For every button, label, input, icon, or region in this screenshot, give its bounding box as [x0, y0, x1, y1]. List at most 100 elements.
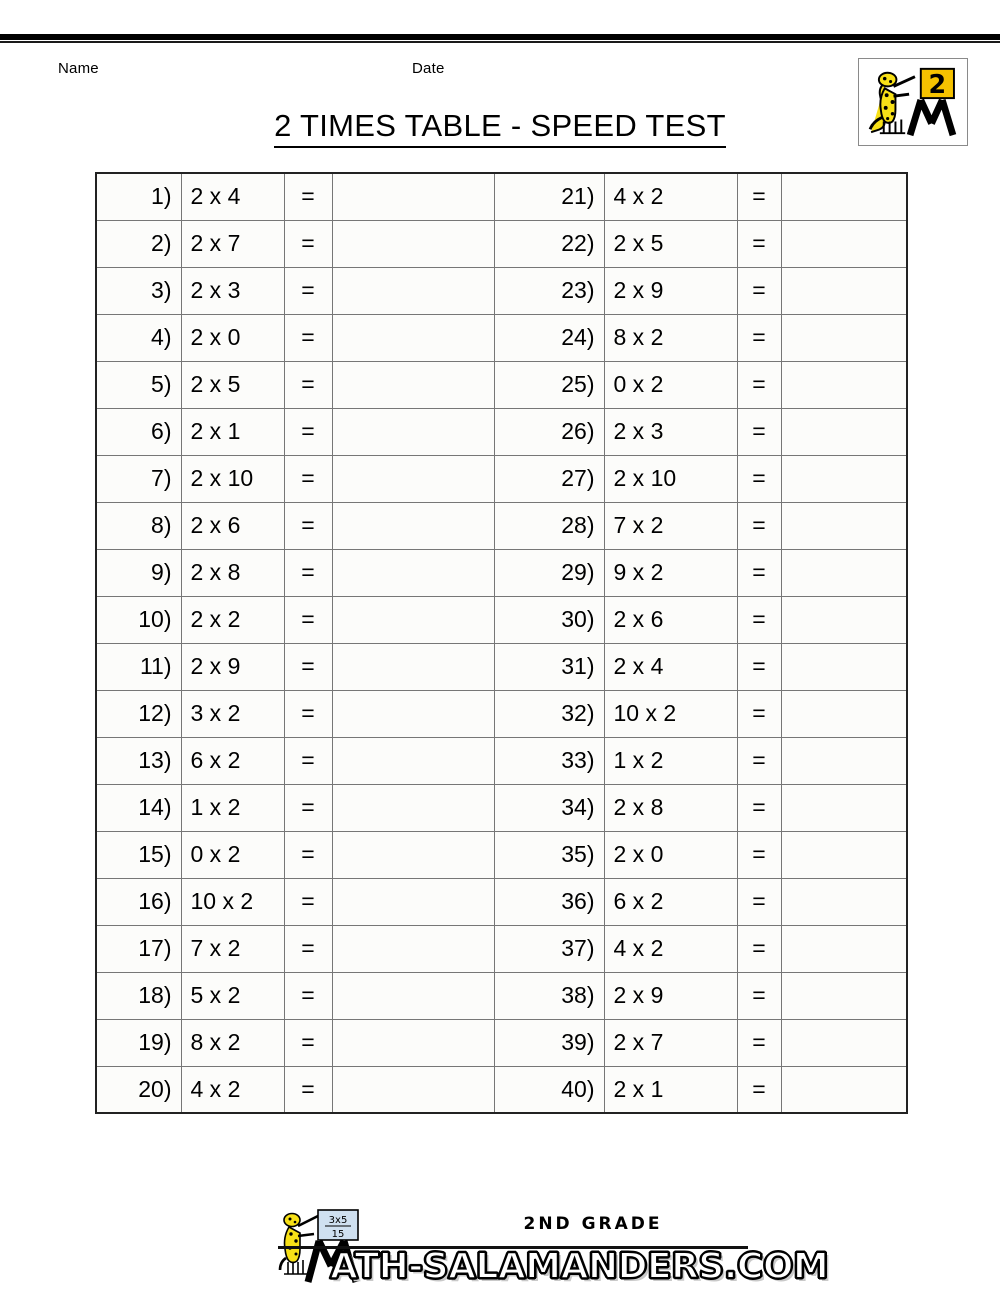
problem-number: 5)	[95, 360, 182, 409]
table-row: 13) 6 x 2 = 33) 1 x 2 =	[95, 736, 908, 785]
problem-text: 2 x 10	[603, 454, 738, 503]
grade-label: 2ND GRADE	[523, 1214, 663, 1234]
svg-text:2: 2	[929, 69, 947, 99]
answer-blank[interactable]	[780, 313, 908, 362]
footer-mascot: 3x5 15	[278, 1206, 374, 1284]
answer-blank[interactable]	[331, 172, 495, 221]
problem-number: 31)	[493, 642, 605, 691]
answer-blank[interactable]	[780, 219, 908, 268]
answer-blank[interactable]	[780, 1018, 908, 1067]
equals-sign: =	[736, 172, 782, 221]
table-row: 17) 7 x 2 = 37) 4 x 2 =	[95, 924, 908, 973]
answer-blank[interactable]	[780, 642, 908, 691]
equals-sign: =	[283, 877, 333, 926]
answer-blank[interactable]	[780, 454, 908, 503]
problem-text: 2 x 9	[603, 266, 738, 315]
table-row: 10) 2 x 2 = 30) 2 x 6 =	[95, 595, 908, 644]
answer-blank[interactable]	[780, 548, 908, 597]
answer-blank[interactable]	[780, 501, 908, 550]
problem-number: 3)	[95, 266, 182, 315]
problem-text: 2 x 0	[180, 313, 285, 362]
answer-blank[interactable]	[331, 266, 495, 315]
problem-text: 1 x 2	[180, 783, 285, 832]
equals-sign: =	[283, 219, 333, 268]
problem-text: 5 x 2	[180, 971, 285, 1020]
problem-number: 25)	[493, 360, 605, 409]
equals-sign: =	[283, 501, 333, 550]
problem-number: 22)	[493, 219, 605, 268]
answer-blank[interactable]	[331, 1018, 495, 1067]
equals-sign: =	[283, 313, 333, 362]
equals-sign: =	[283, 1065, 333, 1114]
problem-number: 4)	[95, 313, 182, 362]
equals-sign: =	[283, 266, 333, 315]
answer-blank[interactable]	[331, 689, 495, 738]
answer-blank[interactable]	[780, 877, 908, 926]
answer-blank[interactable]	[780, 1065, 908, 1114]
problem-number: 19)	[95, 1018, 182, 1067]
problem-number: 11)	[95, 642, 182, 691]
answer-blank[interactable]	[331, 219, 495, 268]
problem-number: 36)	[493, 877, 605, 926]
table-row: 15) 0 x 2 = 35) 2 x 0 =	[95, 830, 908, 879]
problem-text: 2 x 9	[603, 971, 738, 1020]
answer-blank[interactable]	[780, 783, 908, 832]
answer-blank[interactable]	[331, 407, 495, 456]
answer-blank[interactable]	[780, 971, 908, 1020]
salamander-writing-2-icon: 2	[868, 67, 957, 137]
answer-blank[interactable]	[331, 971, 495, 1020]
name-label: Name	[58, 60, 99, 77]
answer-blank[interactable]	[780, 736, 908, 785]
answer-blank[interactable]	[780, 830, 908, 879]
answer-blank[interactable]	[780, 172, 908, 221]
problem-text: 2 x 5	[603, 219, 738, 268]
equals-sign: =	[283, 360, 333, 409]
problem-number: 17)	[95, 924, 182, 973]
answer-blank[interactable]	[331, 360, 495, 409]
equals-sign: =	[283, 454, 333, 503]
table-row: 11) 2 x 9 = 31) 2 x 4 =	[95, 642, 908, 691]
answer-blank[interactable]	[331, 1065, 495, 1114]
answer-blank[interactable]	[780, 689, 908, 738]
equals-sign: =	[736, 736, 782, 785]
equals-sign: =	[736, 501, 782, 550]
page-title: 2 TIMES TABLE - SPEED TEST	[0, 108, 1000, 148]
answer-blank[interactable]	[331, 924, 495, 973]
problem-text: 2 x 4	[603, 642, 738, 691]
problem-text: 2 x 2	[180, 595, 285, 644]
answer-blank[interactable]	[331, 548, 495, 597]
answer-blank[interactable]	[780, 595, 908, 644]
answer-blank[interactable]	[780, 407, 908, 456]
answer-blank[interactable]	[331, 736, 495, 785]
equals-sign: =	[736, 1065, 782, 1114]
answer-blank[interactable]	[331, 877, 495, 926]
problem-number: 34)	[493, 783, 605, 832]
answer-blank[interactable]	[331, 642, 495, 691]
equals-sign: =	[283, 783, 333, 832]
problem-text: 8 x 2	[180, 1018, 285, 1067]
problem-text: 0 x 2	[180, 830, 285, 879]
salamander-writing-board-icon: 3x5 15	[278, 1209, 360, 1283]
equals-sign: =	[283, 407, 333, 456]
problem-text: 4 x 2	[603, 924, 738, 973]
problem-text: 7 x 2	[603, 501, 738, 550]
answer-blank[interactable]	[331, 313, 495, 362]
answer-blank[interactable]	[331, 595, 495, 644]
answer-blank[interactable]	[331, 830, 495, 879]
answer-blank[interactable]	[331, 454, 495, 503]
problem-number: 23)	[493, 266, 605, 315]
table-row: 14) 1 x 2 = 34) 2 x 8 =	[95, 783, 908, 832]
footer-branding: 3x5 15 2ND GRADE ATH-SALAMANDERS.COM	[278, 1204, 830, 1288]
svg-text:3x5: 3x5	[329, 1215, 348, 1226]
table-row: 20) 4 x 2 = 40) 2 x 1 =	[95, 1065, 908, 1114]
equals-sign: =	[283, 642, 333, 691]
table-row: 5) 2 x 5 = 25) 0 x 2 =	[95, 360, 908, 409]
problem-number: 1)	[95, 172, 182, 221]
answer-blank[interactable]	[780, 360, 908, 409]
answer-blank[interactable]	[331, 501, 495, 550]
answer-blank[interactable]	[331, 783, 495, 832]
answer-blank[interactable]	[780, 266, 908, 315]
problem-text: 2 x 5	[180, 360, 285, 409]
problem-number: 30)	[493, 595, 605, 644]
answer-blank[interactable]	[780, 924, 908, 973]
